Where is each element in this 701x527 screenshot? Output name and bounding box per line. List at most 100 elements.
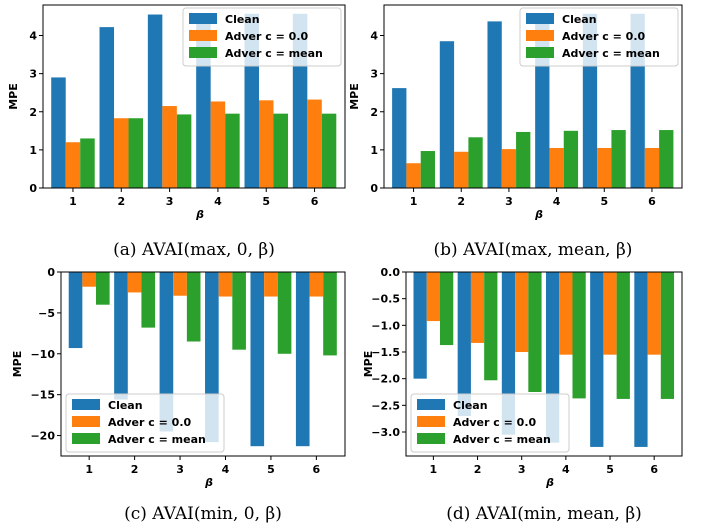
- y-tick-label: 4: [29, 30, 37, 43]
- bar-2-4: [559, 272, 573, 355]
- chart-panel-4: 0.0 −0.5 −1.0 −1.5 −2.0 −2.5 −3.0 1 2 3 4 5 6 β MPE Cle…: [362, 266, 683, 524]
- y-tick-label: −15: [30, 389, 55, 402]
- bar-3-3: [528, 272, 542, 392]
- legend-label: Adver c = 0.0: [225, 30, 309, 43]
- legend-swatch: [417, 433, 445, 444]
- panel-caption: (a) AVAI(max, 0, β): [113, 240, 275, 260]
- legend-label: Adver c = mean: [225, 47, 323, 60]
- bar-2-6: [307, 99, 322, 188]
- bar-2-4: [210, 101, 226, 188]
- bar-3-2: [128, 118, 144, 188]
- x-axis-label: β: [195, 208, 204, 221]
- legend: Clean Adver c = 0.0 Adver c = mean: [65, 393, 225, 453]
- bar-2-5: [258, 100, 274, 188]
- bar-1-1: [413, 272, 427, 379]
- y-tick-label: 0: [47, 266, 55, 279]
- legend-swatch: [189, 47, 217, 58]
- legend-swatch: [526, 30, 554, 41]
- bar-2-4: [549, 147, 564, 188]
- axes-frame: [405, 271, 683, 457]
- legend-swatch: [189, 30, 217, 41]
- legend-label: Clean: [562, 13, 597, 26]
- bar-3-1: [95, 272, 110, 305]
- y-tick-label: 2: [29, 106, 37, 119]
- legend: Clean Adver c = 0.0 Adver c = mean: [410, 393, 570, 453]
- bar-1-6: [295, 272, 310, 447]
- bar-1-1: [392, 88, 407, 188]
- bar-2-1: [82, 272, 96, 287]
- bar-3-3: [176, 114, 192, 188]
- legend-box: [519, 7, 679, 67]
- bar-1-2: [99, 27, 115, 188]
- legend: Clean Adver c = 0.0 Adver c = mean: [182, 7, 342, 67]
- x-tick-label: 4: [562, 463, 570, 476]
- y-tick-label: −5: [38, 307, 55, 320]
- x-tick-label: 2: [457, 195, 465, 208]
- bar-2-2: [454, 151, 469, 188]
- bar-3-2: [141, 272, 156, 328]
- x-tick-label: 3: [505, 195, 513, 208]
- bar-2-1: [426, 272, 441, 322]
- legend-swatch: [72, 433, 100, 444]
- panel-caption: (b) AVAI(max, mean, β): [434, 240, 633, 260]
- panel-caption: (d) AVAI(min, mean, β): [446, 504, 642, 524]
- x-tick-label: 6: [650, 463, 658, 476]
- y-tick-label: −20: [30, 430, 55, 443]
- panel-caption: (c) AVAI(min, 0, β): [124, 504, 282, 524]
- x-tick-label: 6: [313, 463, 321, 476]
- bar-3-6: [660, 272, 675, 399]
- legend-box: [410, 393, 570, 453]
- x-tick-label: 1: [85, 463, 93, 476]
- bar-1-1: [51, 77, 66, 188]
- legend-label: Adver c = 0.0: [453, 416, 537, 429]
- axes-frame: [60, 271, 346, 457]
- bar-1-5: [250, 272, 265, 447]
- x-tick-label: 2: [117, 195, 125, 208]
- x-tick-label: 3: [176, 463, 184, 476]
- bar-2-3: [501, 149, 517, 188]
- y-tick-label: 1: [370, 144, 378, 157]
- bar-3-1: [420, 151, 436, 188]
- bar-3-4: [225, 113, 240, 188]
- bar-2-6: [644, 147, 660, 188]
- x-tick-label: 3: [518, 463, 526, 476]
- x-tick-label: 1: [430, 463, 438, 476]
- x-tick-label: 4: [222, 463, 230, 476]
- x-tick-label: 6: [648, 195, 656, 208]
- bar-3-3: [186, 272, 201, 342]
- bar-3-6: [323, 272, 337, 356]
- x-tick-label: 4: [553, 195, 561, 208]
- y-tick-label: 1: [29, 144, 37, 157]
- legend-label: Clean: [225, 13, 260, 26]
- x-tick-label: 5: [600, 195, 608, 208]
- bar-3-5: [611, 130, 626, 188]
- legend-swatch: [417, 399, 445, 410]
- bar-1-6: [634, 272, 648, 447]
- legend-label: Clean: [453, 399, 488, 412]
- bar-1-3: [147, 14, 163, 189]
- axes-frame: [42, 4, 346, 189]
- y-axis-label: MPE: [7, 83, 20, 110]
- y-tick-label: 4: [370, 30, 378, 43]
- chart-panel-2: 0 1 2 3 4 1 2 3 4 5 6 β MPE Clean Adver c = 0.0 Adver c…: [348, 4, 683, 260]
- y-tick-label: −1.0: [371, 319, 400, 332]
- x-tick-label: 5: [262, 195, 270, 208]
- bar-1-2: [439, 41, 455, 188]
- bar-2-5: [603, 272, 617, 355]
- bar-3-6: [321, 113, 337, 188]
- bar-3-2: [468, 137, 483, 188]
- x-axis-label: β: [204, 476, 213, 489]
- y-tick-label: −0.5: [371, 293, 400, 306]
- y-tick-label: 0: [370, 182, 378, 195]
- y-axis-label: MPE: [11, 351, 24, 378]
- legend: Clean Adver c = 0.0 Adver c = mean: [519, 7, 679, 67]
- legend-label: Adver c = mean: [453, 433, 551, 446]
- bar-2-6: [647, 272, 661, 355]
- y-tick-label: 2: [370, 106, 378, 119]
- x-axis-label: β: [534, 208, 543, 221]
- bar-2-2: [114, 118, 129, 188]
- chart-panel-3: 0 −5 −10 −15 −20 1 2 3 4 5 6 β MPE Clean Adver c = 0.0…: [11, 266, 346, 524]
- y-tick-label: −1.5: [371, 346, 400, 359]
- bar-3-4: [232, 272, 246, 350]
